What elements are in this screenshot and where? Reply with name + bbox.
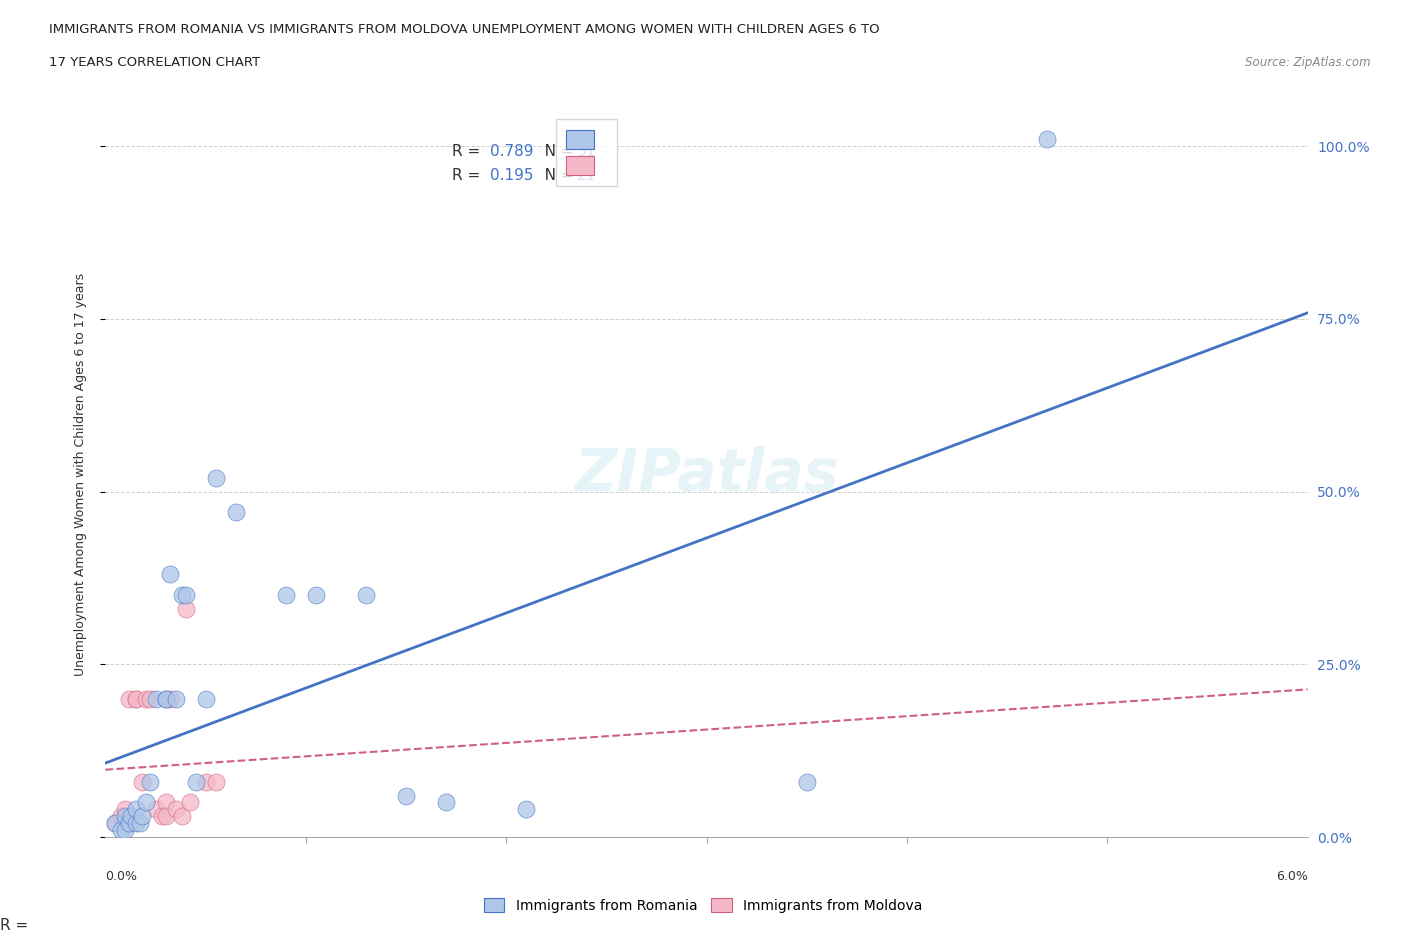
Point	[118, 691, 141, 706]
Point	[395, 788, 418, 803]
Point	[124, 691, 146, 706]
Point	[184, 775, 207, 790]
Point	[174, 588, 197, 603]
Text: R =: R =	[0, 918, 34, 930]
Point	[155, 691, 177, 706]
Point	[179, 795, 201, 810]
Point	[124, 691, 146, 706]
Point	[155, 809, 177, 824]
Point	[110, 809, 132, 824]
Y-axis label: Unemployment Among Women with Children Ages 6 to 17 years: Unemployment Among Women with Children A…	[75, 272, 87, 676]
Point	[170, 588, 193, 603]
Point	[174, 602, 197, 617]
Point	[131, 775, 153, 790]
Text: N =: N =	[530, 144, 578, 159]
Point	[515, 802, 537, 817]
Point	[159, 567, 181, 582]
Text: 0.0%: 0.0%	[105, 870, 138, 883]
Point	[150, 809, 173, 824]
Text: ZIPatlas: ZIPatlas	[574, 445, 839, 503]
Text: 21: 21	[576, 168, 596, 183]
Point	[104, 816, 127, 830]
Point	[124, 802, 146, 817]
Point	[124, 816, 146, 830]
Point	[110, 823, 132, 838]
Point	[194, 775, 217, 790]
Point	[128, 816, 150, 830]
Legend: Immigrants from Romania, Immigrants from Moldova: Immigrants from Romania, Immigrants from…	[478, 893, 928, 919]
Point	[135, 795, 157, 810]
Point	[354, 588, 377, 603]
Point	[135, 691, 157, 706]
Text: 0.195: 0.195	[491, 168, 534, 183]
Point	[145, 802, 167, 817]
Point	[131, 809, 153, 824]
Point	[138, 775, 160, 790]
Point	[114, 809, 136, 824]
Point	[145, 691, 167, 706]
Point	[121, 809, 143, 824]
Text: IMMIGRANTS FROM ROMANIA VS IMMIGRANTS FROM MOLDOVA UNEMPLOYMENT AMONG WOMEN WITH: IMMIGRANTS FROM ROMANIA VS IMMIGRANTS FR…	[49, 23, 880, 36]
Point	[204, 471, 226, 485]
Point	[104, 816, 127, 830]
Point	[159, 691, 181, 706]
Point	[114, 823, 136, 838]
Text: 6.0%: 6.0%	[1275, 870, 1308, 883]
Point	[796, 775, 818, 790]
Text: R =: R =	[451, 144, 485, 159]
Point	[165, 802, 187, 817]
Point	[155, 795, 177, 810]
Point	[194, 691, 217, 706]
Point	[170, 809, 193, 824]
Point	[114, 802, 136, 817]
Text: 31: 31	[576, 144, 596, 159]
Point	[118, 816, 141, 830]
Text: R =: R =	[451, 168, 485, 183]
Text: 0.789: 0.789	[491, 144, 534, 159]
Point	[434, 795, 457, 810]
Point	[305, 588, 328, 603]
Legend: , : ,	[555, 119, 617, 186]
Point	[165, 691, 187, 706]
Point	[1036, 132, 1059, 147]
Text: Source: ZipAtlas.com: Source: ZipAtlas.com	[1246, 56, 1371, 69]
Point	[155, 691, 177, 706]
Point	[138, 691, 160, 706]
Text: 17 YEARS CORRELATION CHART: 17 YEARS CORRELATION CHART	[49, 56, 260, 69]
Point	[274, 588, 297, 603]
Text: N =: N =	[530, 168, 578, 183]
Point	[204, 775, 226, 790]
Point	[225, 505, 247, 520]
Point	[114, 816, 136, 830]
